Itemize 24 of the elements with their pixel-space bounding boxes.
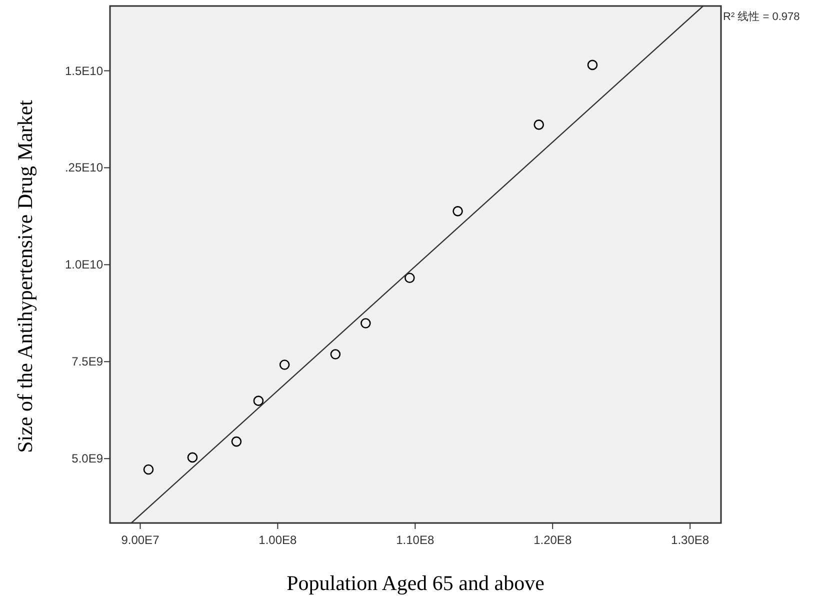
y-tick-label: 5.0E9 — [72, 452, 104, 466]
text: R² 线性 = 0.978 — [723, 10, 800, 23]
x-tick-label: 1.30E8 — [671, 533, 710, 547]
point — [231, 436, 242, 447]
x-tick-label: 1.00E8 — [258, 533, 298, 547]
point — [587, 60, 598, 70]
point — [534, 120, 544, 130]
y-tick-label: 7.5E9 — [72, 354, 104, 369]
y-axis-title: Size of the Antihypertensive Drug Market — [13, 100, 37, 453]
x-tick-label: 1.20E8 — [534, 533, 572, 547]
point — [187, 452, 198, 463]
x-tick-label: 9.00E7 — [121, 533, 160, 547]
point — [279, 360, 290, 370]
x-tick-label: 1.10E8 — [396, 533, 434, 547]
point — [452, 206, 463, 216]
point — [404, 272, 415, 284]
x-axis-title: Population Aged 65 and above — [286, 571, 544, 595]
point — [253, 396, 264, 406]
point — [330, 349, 341, 360]
point — [360, 318, 371, 328]
y-tick-label: 1.0E10 — [64, 258, 104, 272]
y-tick-label: 1.5E10 — [64, 64, 104, 78]
y-tick-label: .25E10 — [64, 160, 104, 175]
point — [143, 464, 154, 475]
